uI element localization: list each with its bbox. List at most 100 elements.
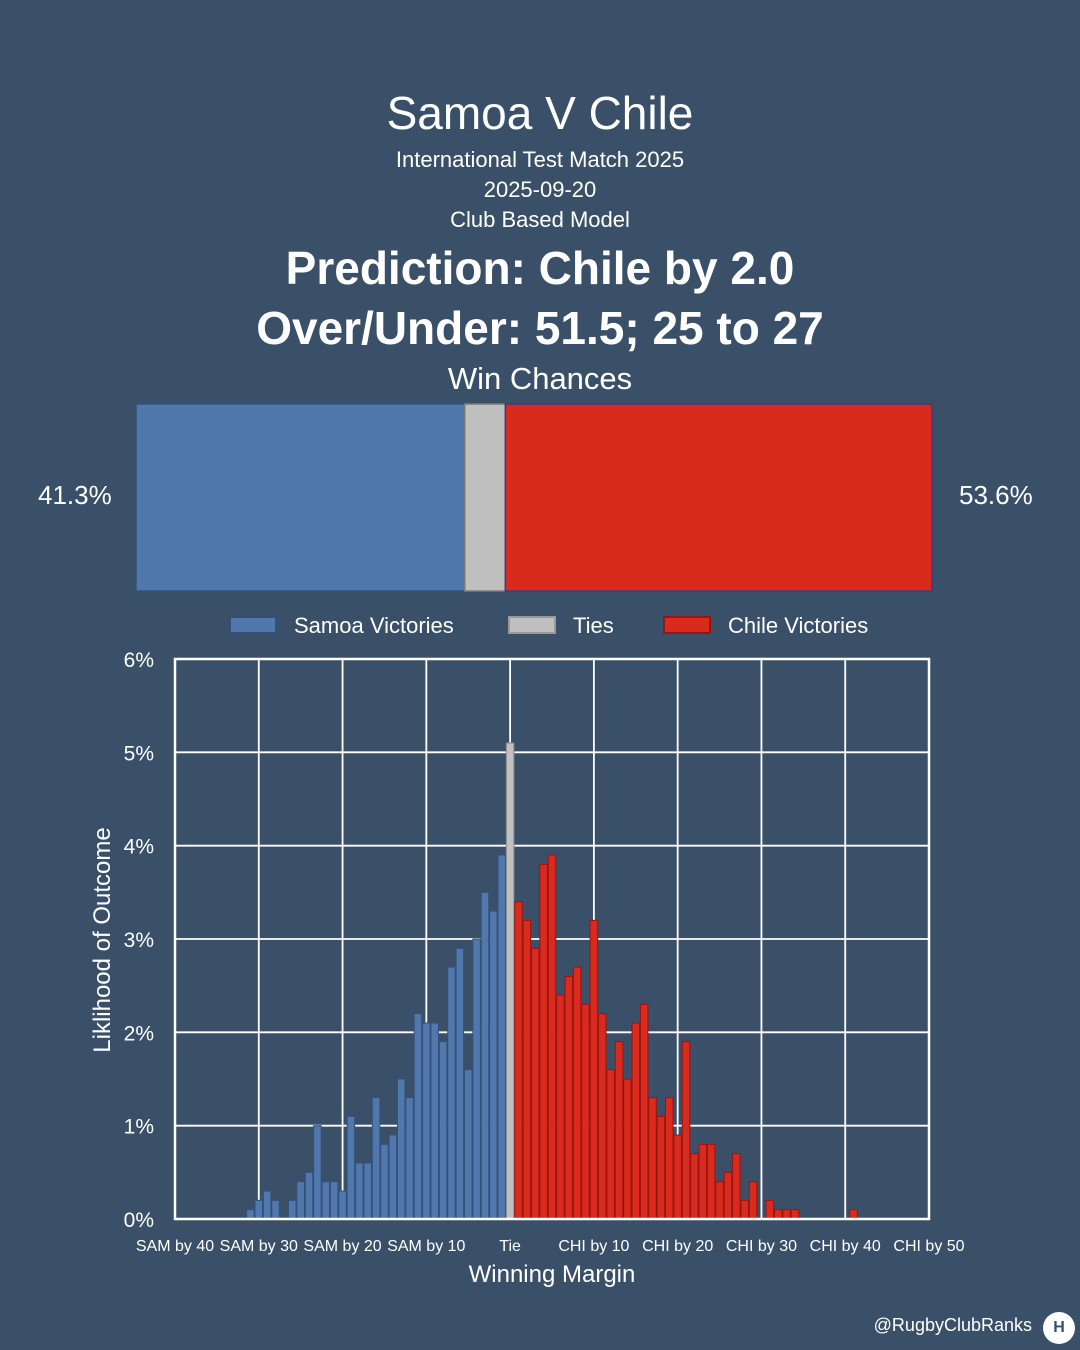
win-bar-chile <box>504 403 933 592</box>
bar-samoa <box>396 1078 406 1220</box>
x-tick-label: SAM by 20 <box>303 1238 381 1255</box>
bar-chile <box>656 1115 666 1220</box>
samoa-win-percent: 41.3% <box>38 480 112 510</box>
y-tick-label: 6% <box>124 649 154 672</box>
x-tick-label: CHI by 10 <box>558 1238 629 1255</box>
bar-samoa <box>254 1199 264 1220</box>
win-bar-ties <box>463 403 507 592</box>
bar-samoa <box>262 1190 272 1220</box>
bar-chile <box>782 1209 791 1220</box>
bar-chile <box>681 1041 691 1220</box>
logo-icon: H <box>1043 1312 1075 1344</box>
legend-swatch-chile <box>663 616 711 634</box>
bar-chile <box>740 1199 749 1220</box>
bar-samoa <box>480 891 490 1220</box>
plot-frame <box>173 657 931 1221</box>
bar-samoa <box>455 947 465 1220</box>
bar-samoa <box>447 966 456 1220</box>
match-date: 2025-09-20 <box>483 177 597 202</box>
bar-samoa <box>413 1013 423 1220</box>
bar-chile <box>690 1153 699 1220</box>
bar-chile <box>530 947 540 1220</box>
bar-samoa <box>321 1181 331 1220</box>
x-tick-label: CHI by 50 <box>893 1238 964 1255</box>
over-under-text: Over/Under: 51.5; 25 to 27 <box>256 302 824 354</box>
plot-bars <box>246 742 858 1220</box>
bar-chile <box>715 1181 724 1220</box>
bar-chile <box>581 1003 590 1220</box>
x-tick-label: CHI by 30 <box>726 1238 797 1255</box>
bar-tie <box>505 742 515 1220</box>
y-tick-label: 4% <box>124 836 154 859</box>
x-tick-label: SAM by 30 <box>220 1238 298 1255</box>
chile-win-percent: 53.6% <box>959 480 1033 510</box>
competition-label: International Test Match 2025 <box>395 147 685 172</box>
y-axis-ticks: 0% 1% 2% 3% 4% 5% 6% <box>124 649 154 1232</box>
bar-samoa <box>363 1162 372 1220</box>
bar-samoa <box>288 1199 297 1220</box>
y-tick-label: 3% <box>124 929 154 952</box>
y-tick-label: 2% <box>124 1022 154 1045</box>
win-chances-title: Win Chances <box>447 361 633 396</box>
y-tick-label: 0% <box>124 1209 154 1232</box>
bar-chile <box>648 1097 657 1220</box>
x-tick-label: SAM by 40 <box>136 1238 214 1255</box>
bar-chile <box>698 1143 708 1220</box>
bar-chile <box>631 1022 641 1220</box>
bar-chile <box>572 966 582 1220</box>
bar-samoa <box>355 1162 364 1220</box>
bar-samoa <box>346 1115 356 1220</box>
plot-grid <box>174 658 930 1220</box>
bar-chile <box>547 854 557 1220</box>
bar-samoa <box>371 1097 381 1220</box>
bar-samoa <box>296 1181 305 1220</box>
bar-samoa <box>489 910 498 1220</box>
prediction-text: Prediction: Chile by 2.0 <box>285 242 795 294</box>
bar-chile <box>614 1041 624 1220</box>
bar-samoa <box>430 1022 439 1220</box>
margin-histogram: 0%1%2%3%4%5%6% SAM by 40 SAM by 30 SAM by … <box>89 649 965 1288</box>
legend-swatch-samoa <box>229 616 277 634</box>
bar-samoa <box>497 854 507 1220</box>
y-tick-label: 1% <box>124 1116 154 1139</box>
x-tick-label: Tie <box>499 1238 521 1255</box>
bar-chile <box>673 1134 682 1220</box>
bar-chile <box>514 901 523 1220</box>
bar-chile <box>665 1097 674 1220</box>
bar-samoa <box>405 1097 414 1220</box>
x-axis-label: Winning Margin <box>469 1261 636 1288</box>
bar-samoa <box>463 1069 473 1220</box>
bar-samoa <box>438 1041 448 1220</box>
bar-samoa <box>313 1125 322 1220</box>
bar-samoa <box>380 1143 389 1220</box>
bar-samoa <box>329 1181 339 1220</box>
bar-samoa <box>271 1199 280 1220</box>
model-label: Club Based Model <box>450 207 630 232</box>
legend-label-samoa: Samoa Victories <box>294 613 454 638</box>
twitter-handle[interactable]: @RugbyClubRanks <box>873 1315 1032 1335</box>
bar-chile <box>849 1209 858 1220</box>
win-bar-samoa <box>135 403 466 592</box>
y-axis-label: Liklihood of Outcome <box>89 827 116 1052</box>
bar-samoa <box>422 1022 431 1220</box>
bar-chile <box>606 1069 615 1220</box>
bar-chile <box>748 1181 758 1220</box>
bar-chile <box>732 1153 741 1220</box>
legend-swatch-ties <box>508 616 556 634</box>
bar-chile <box>723 1171 733 1220</box>
x-tick-label: SAM by 10 <box>387 1238 465 1255</box>
bar-chile <box>639 1003 649 1220</box>
bar-chile <box>522 919 532 1220</box>
bar-chile <box>790 1209 800 1220</box>
chart-title: Samoa V Chile <box>386 87 694 139</box>
bar-samoa <box>246 1209 255 1220</box>
bar-samoa <box>472 938 481 1220</box>
legend-label-ties: Ties <box>573 613 614 638</box>
win-chances-bar <box>135 403 933 592</box>
bar-chile <box>765 1199 775 1220</box>
x-tick-label: CHI by 20 <box>642 1238 713 1255</box>
x-axis-ticks: SAM by 40 SAM by 30 SAM by 20 SAM by 10 Tie C… <box>136 1238 965 1255</box>
bar-chile <box>773 1209 783 1220</box>
bar-chile <box>706 1143 716 1220</box>
bar-chile <box>539 863 548 1220</box>
